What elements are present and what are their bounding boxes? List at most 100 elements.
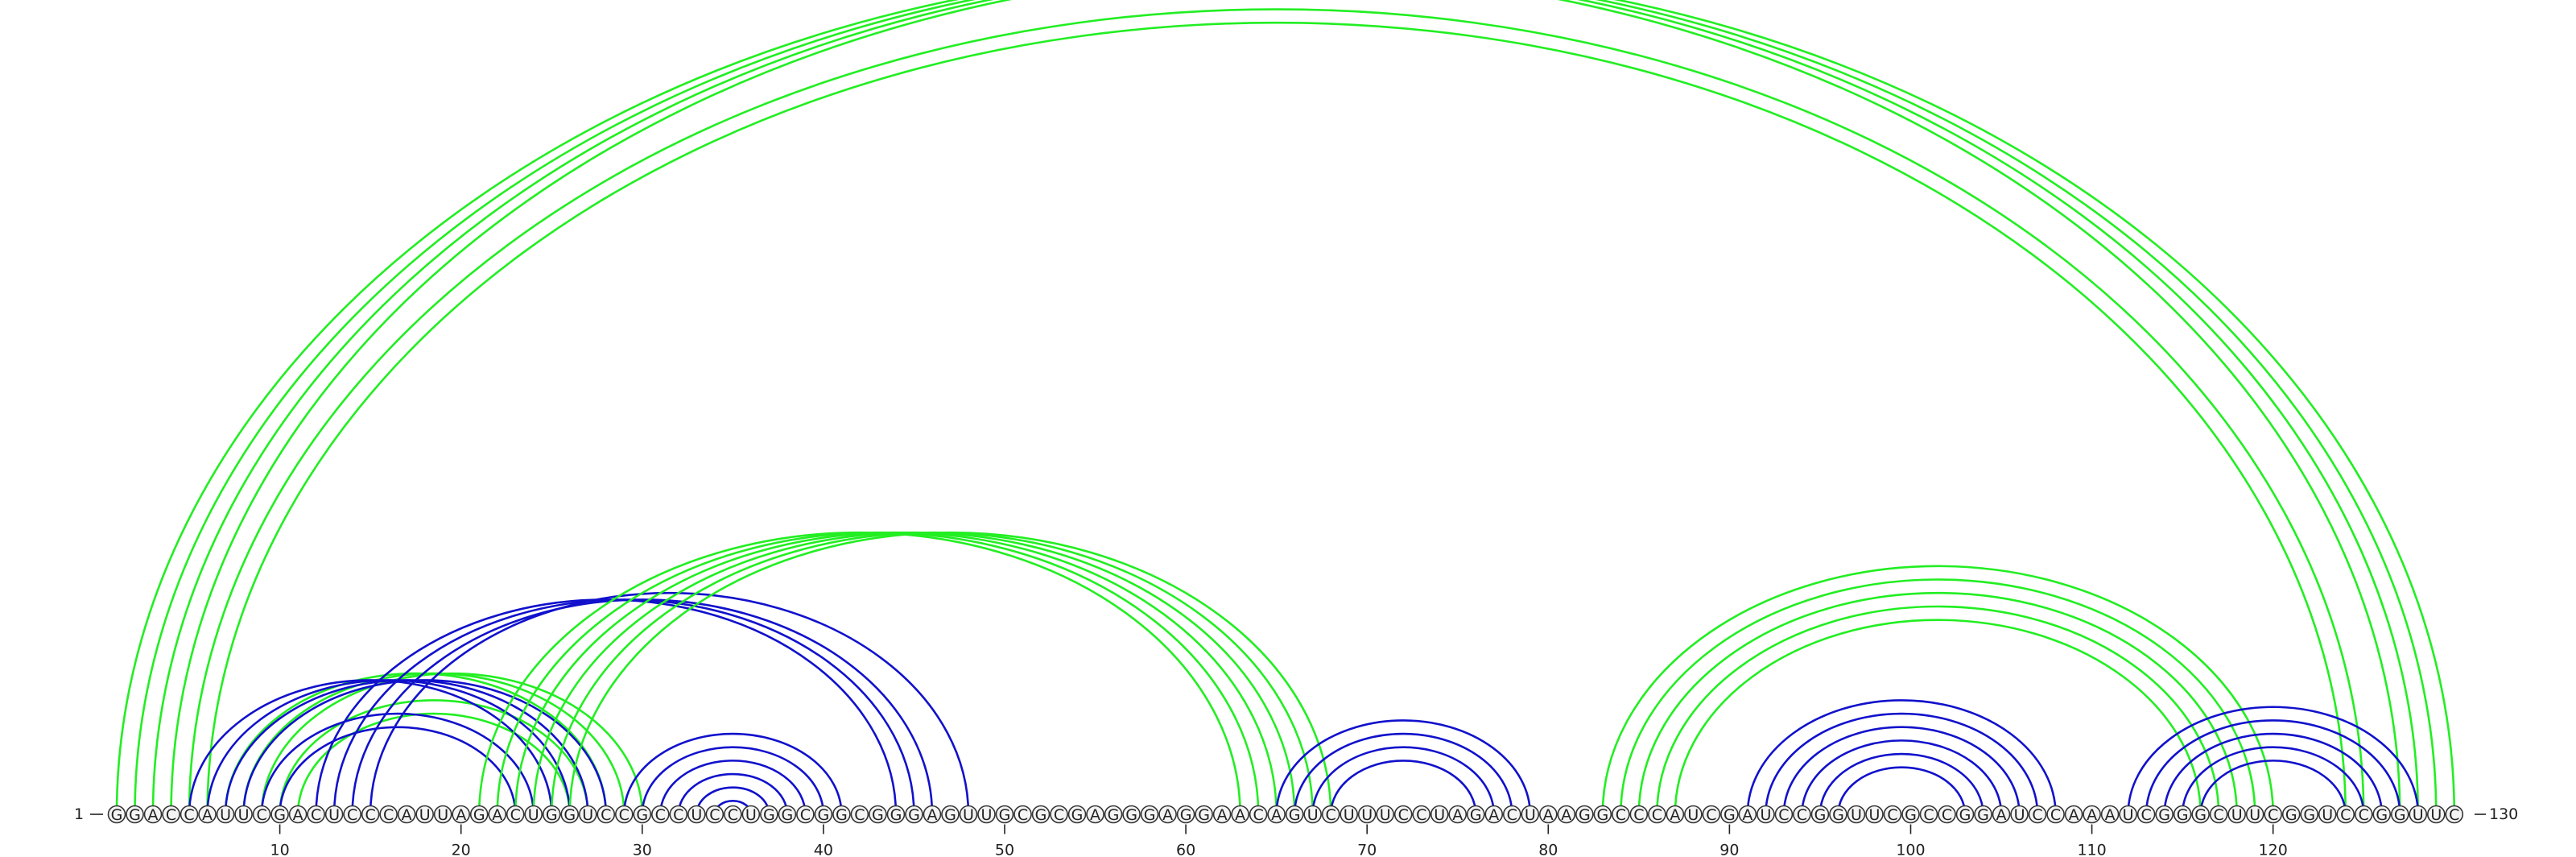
nucleotide-letter: U bbox=[1380, 806, 1391, 824]
nucleotide-letter: U bbox=[528, 806, 539, 824]
nucleotide-letter: U bbox=[2231, 806, 2243, 824]
nucleotide-letter: C bbox=[2032, 806, 2042, 824]
nucleotide-letter: C bbox=[1887, 806, 1897, 824]
nucleotide-letter: G bbox=[473, 806, 485, 824]
tick-label: 110 bbox=[2077, 842, 2106, 857]
nucleotide-letter: A bbox=[1670, 806, 1680, 824]
base-pair-arc bbox=[153, 0, 2436, 814]
nucleotide-letter: A bbox=[2069, 806, 2079, 824]
nucleotide-letter: U bbox=[745, 806, 757, 824]
nucleotide-letter: C bbox=[1923, 806, 1934, 824]
arcs-layer bbox=[117, 0, 2454, 814]
nucleotide-letter: C bbox=[2340, 806, 2351, 824]
nucleotide-letter: U bbox=[328, 806, 340, 824]
nucleotide-letter: C bbox=[1018, 806, 1028, 824]
nucleotide-letter: U bbox=[1307, 806, 1319, 824]
base-pair-arc bbox=[642, 747, 824, 814]
nucleotide-letter: A bbox=[202, 806, 213, 824]
nucleotide-letter: C bbox=[311, 806, 321, 824]
nucleotide-letter: A bbox=[927, 806, 937, 824]
base-pair-arc bbox=[1620, 579, 2255, 814]
nucleotide-letter: C bbox=[1326, 806, 1336, 824]
ticks-layer: 10 20 30 40 50 60 70 80 90 100 110 120 bbox=[270, 825, 2287, 857]
nucleotide-letter: G bbox=[1579, 806, 1591, 824]
nucleotides-layer: GGACCAUUCGACUCCCAUUAGACUGGUCCGCCUCCUGGCG… bbox=[109, 806, 2463, 825]
nucleotide-letter: C bbox=[2214, 806, 2224, 824]
nucleotide-letter: C bbox=[2140, 806, 2151, 824]
nucleotide-letter: G bbox=[1289, 806, 1301, 824]
nucleotide-letter: A bbox=[1452, 806, 1463, 824]
nucleotide-letter: A bbox=[148, 806, 159, 824]
nucleotide-letter: C bbox=[1616, 806, 1626, 824]
nucleotide-letter: G bbox=[763, 806, 775, 824]
nucleotide-letter: G bbox=[872, 806, 884, 824]
nucleotide-letter: U bbox=[238, 806, 250, 824]
tick-label: 60 bbox=[1176, 842, 1195, 857]
nucleotide-letter: C bbox=[2268, 806, 2278, 824]
nucleotide-letter: G bbox=[944, 806, 956, 824]
base-pair-arc bbox=[1748, 700, 2056, 814]
nucleotide-letter: U bbox=[2430, 806, 2442, 824]
end-label: 130 bbox=[2489, 805, 2518, 823]
nucleotide-letter: G bbox=[782, 806, 794, 824]
nucleotide-letter: G bbox=[2376, 806, 2388, 824]
nucleotide-letter: G bbox=[1144, 806, 1156, 824]
nucleotide-letter: G bbox=[1814, 806, 1827, 824]
nucleotide-letter: U bbox=[1869, 806, 1880, 824]
tick-label: 50 bbox=[995, 842, 1014, 857]
base-pair-arc bbox=[135, 0, 2418, 814]
nucleotide-letter: G bbox=[2194, 806, 2207, 824]
nucleotide-letter: G bbox=[1108, 806, 1120, 824]
nucleotide-letter: A bbox=[1162, 806, 1173, 824]
nucleotide-letter: U bbox=[419, 806, 431, 824]
nucleotide-letter: C bbox=[1778, 806, 1789, 824]
base-pair-arc bbox=[515, 532, 1276, 814]
nucleotide-letter: C bbox=[728, 806, 738, 824]
tick-label: 40 bbox=[814, 842, 833, 857]
tick-label: 70 bbox=[1357, 842, 1377, 857]
nucleotide-letter: A bbox=[402, 806, 412, 824]
nucleotide-letter: C bbox=[365, 806, 375, 824]
tick-label: 30 bbox=[633, 842, 652, 857]
nucleotide-letter: A bbox=[1217, 806, 1228, 824]
tick-label: 100 bbox=[1896, 842, 1925, 857]
nucleotide-letter: C bbox=[1706, 806, 1716, 824]
nucleotide-letter: C bbox=[854, 806, 865, 824]
nucleotide-letter: G bbox=[564, 806, 576, 824]
nucleotide-letter: C bbox=[601, 806, 611, 824]
nucleotide-letter: C bbox=[256, 806, 266, 824]
base-pair-arc bbox=[1313, 747, 1494, 814]
nucleotide-letter: G bbox=[1832, 806, 1844, 824]
nucleotide-letter: U bbox=[1434, 806, 1445, 824]
nucleotide-letter: C bbox=[673, 806, 683, 824]
base-pair-arc bbox=[370, 593, 968, 814]
nucleotide-letter: G bbox=[1977, 806, 1989, 824]
nucleotide-letter: U bbox=[1687, 806, 1699, 824]
nucleotide-letter: G bbox=[836, 806, 848, 824]
nucleotide-letter: G bbox=[1125, 806, 1137, 824]
nucleotide-letter: U bbox=[2123, 806, 2134, 824]
nucleotide-letter: G bbox=[1198, 806, 1210, 824]
nucleotide-letter: A bbox=[456, 806, 466, 824]
nucleotide-letter: G bbox=[1035, 806, 1047, 824]
nucleotide-letter: C bbox=[1398, 806, 1409, 824]
nucleotide-letter: G bbox=[636, 806, 648, 824]
nucleotide-letter: A bbox=[1235, 806, 1245, 824]
nucleotide-letter: U bbox=[1851, 806, 1862, 824]
tick-label: 80 bbox=[1538, 842, 1558, 857]
nucleotide-letter: A bbox=[2105, 806, 2116, 824]
nucleotide-letter: G bbox=[2285, 806, 2297, 824]
nucleotide-letter: C bbox=[1652, 806, 1662, 824]
nucleotide-letter: U bbox=[981, 806, 993, 824]
nucleotide-letter: G bbox=[818, 806, 830, 824]
nucleotide-letter: G bbox=[2394, 806, 2406, 824]
tick-label: 20 bbox=[452, 842, 471, 857]
nucleotide-letter: U bbox=[1361, 806, 1373, 824]
nucleotide-letter: C bbox=[1633, 806, 1644, 824]
tick-label: 10 bbox=[270, 842, 289, 857]
nucleotide-letter: G bbox=[1905, 806, 1917, 824]
nucleotide-letter: C bbox=[1253, 806, 1263, 824]
nucleotide-letter: G bbox=[1724, 806, 1736, 824]
nucleotide-letter: G bbox=[111, 806, 123, 824]
